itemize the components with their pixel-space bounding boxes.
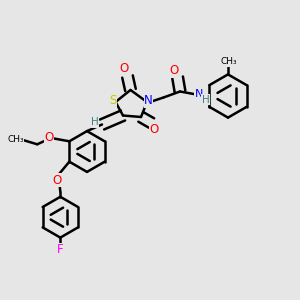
- Text: N: N: [144, 94, 153, 107]
- Text: O: O: [119, 62, 128, 76]
- Text: O: O: [44, 131, 54, 144]
- Text: N: N: [195, 89, 203, 99]
- Text: F: F: [57, 243, 64, 256]
- Text: CH₃: CH₃: [220, 57, 237, 66]
- Text: H: H: [91, 117, 98, 127]
- Text: H: H: [202, 95, 209, 105]
- Text: S: S: [110, 94, 117, 107]
- Text: O: O: [53, 174, 62, 187]
- Text: CH₃: CH₃: [7, 135, 24, 144]
- Text: O: O: [149, 123, 158, 136]
- Text: O: O: [169, 64, 178, 77]
